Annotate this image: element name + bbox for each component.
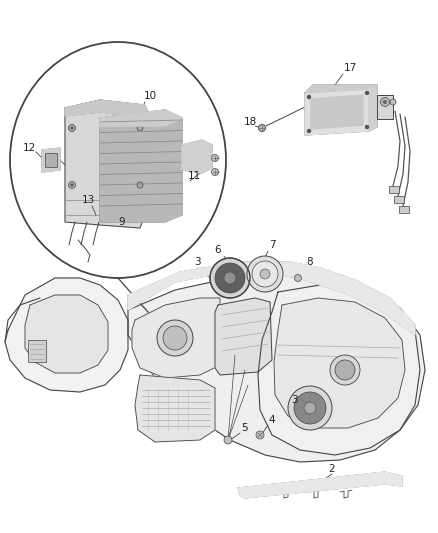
Text: 8: 8 bbox=[307, 257, 313, 267]
Polygon shape bbox=[274, 298, 405, 428]
Polygon shape bbox=[135, 375, 215, 442]
Circle shape bbox=[252, 261, 278, 287]
Circle shape bbox=[365, 125, 369, 129]
Polygon shape bbox=[132, 298, 220, 378]
Circle shape bbox=[307, 129, 311, 133]
Circle shape bbox=[212, 168, 219, 175]
Polygon shape bbox=[258, 285, 425, 455]
Polygon shape bbox=[65, 100, 148, 118]
Circle shape bbox=[68, 182, 75, 189]
Circle shape bbox=[381, 98, 389, 107]
Circle shape bbox=[137, 125, 143, 131]
Text: 4: 4 bbox=[268, 415, 276, 425]
Circle shape bbox=[330, 355, 360, 385]
Text: 7: 7 bbox=[268, 240, 276, 250]
Circle shape bbox=[71, 126, 74, 130]
Text: 13: 13 bbox=[81, 195, 95, 205]
Circle shape bbox=[157, 320, 193, 356]
Circle shape bbox=[212, 155, 219, 161]
Text: 2: 2 bbox=[328, 464, 336, 474]
Text: 9: 9 bbox=[119, 217, 125, 227]
Polygon shape bbox=[128, 272, 420, 462]
Circle shape bbox=[137, 182, 143, 188]
Circle shape bbox=[294, 392, 326, 424]
Circle shape bbox=[304, 402, 316, 414]
Text: 12: 12 bbox=[22, 143, 35, 153]
Bar bbox=[399, 206, 409, 213]
Circle shape bbox=[224, 436, 232, 444]
Polygon shape bbox=[25, 295, 108, 373]
Polygon shape bbox=[100, 110, 182, 222]
Circle shape bbox=[68, 125, 75, 132]
Bar bbox=[28, 340, 46, 362]
Bar bbox=[377, 95, 393, 119]
Circle shape bbox=[288, 386, 332, 430]
Polygon shape bbox=[215, 298, 272, 375]
Polygon shape bbox=[369, 85, 377, 131]
Polygon shape bbox=[305, 89, 369, 135]
Text: 6: 6 bbox=[215, 245, 221, 255]
Circle shape bbox=[247, 256, 283, 292]
Circle shape bbox=[258, 125, 265, 132]
Polygon shape bbox=[128, 262, 415, 335]
Text: 11: 11 bbox=[187, 171, 201, 181]
Polygon shape bbox=[238, 472, 402, 498]
Circle shape bbox=[365, 91, 369, 95]
Bar bbox=[45, 153, 57, 167]
Circle shape bbox=[210, 258, 250, 298]
Polygon shape bbox=[305, 85, 377, 93]
Circle shape bbox=[224, 272, 236, 284]
Text: 17: 17 bbox=[343, 63, 357, 73]
Polygon shape bbox=[42, 148, 60, 172]
Circle shape bbox=[215, 263, 245, 293]
Polygon shape bbox=[311, 95, 363, 129]
Polygon shape bbox=[5, 278, 128, 392]
Circle shape bbox=[335, 360, 355, 380]
Bar bbox=[394, 196, 404, 203]
Circle shape bbox=[390, 99, 396, 105]
Circle shape bbox=[294, 274, 301, 281]
Polygon shape bbox=[65, 100, 143, 228]
Text: 18: 18 bbox=[244, 117, 257, 127]
Text: 3: 3 bbox=[291, 395, 297, 405]
Circle shape bbox=[383, 100, 387, 104]
Circle shape bbox=[163, 326, 187, 350]
Circle shape bbox=[71, 183, 74, 187]
Bar bbox=[389, 186, 399, 193]
Circle shape bbox=[260, 269, 270, 279]
Polygon shape bbox=[182, 140, 212, 173]
Text: 3: 3 bbox=[194, 257, 200, 267]
Text: 5: 5 bbox=[242, 423, 248, 433]
Polygon shape bbox=[100, 110, 182, 126]
Text: 10: 10 bbox=[143, 91, 156, 101]
Circle shape bbox=[307, 95, 311, 99]
Circle shape bbox=[256, 431, 264, 439]
